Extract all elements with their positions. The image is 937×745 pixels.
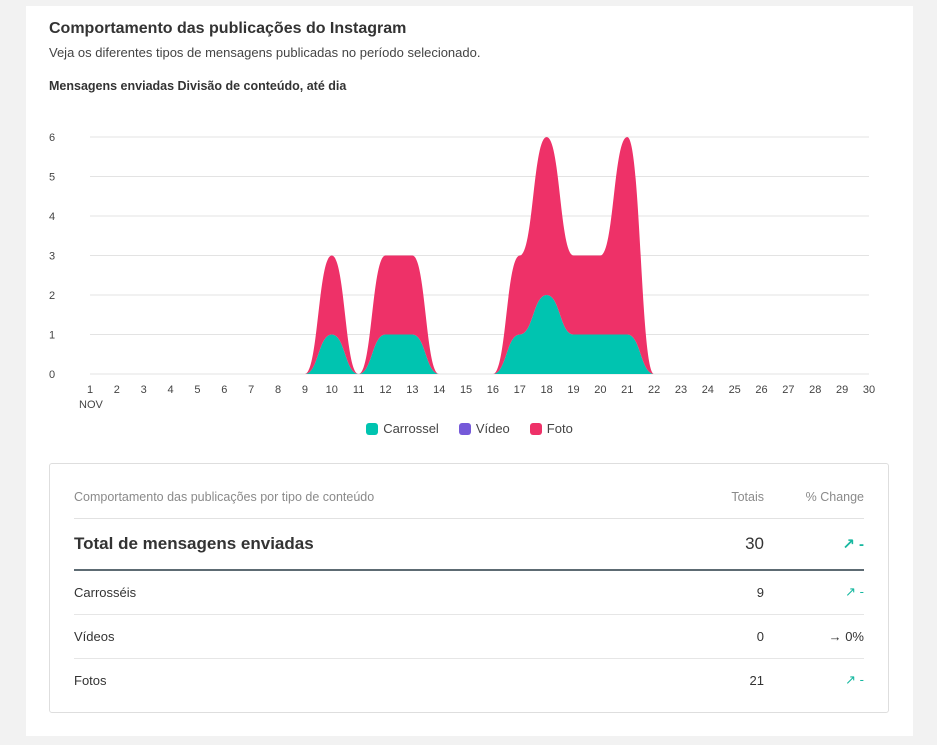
x-tick-label: 21: [621, 384, 633, 396]
y-tick-label: 5: [49, 172, 55, 184]
x-tick-label: 24: [702, 384, 714, 396]
row-change-videos: → 0%: [828, 628, 864, 644]
x-tick-label: 6: [221, 384, 227, 396]
x-month-label: NOV: [79, 399, 104, 411]
x-tick-label: 16: [487, 384, 499, 396]
x-tick-label: 7: [248, 384, 254, 396]
row-total-fotos: 21: [749, 672, 764, 688]
x-tick-label: 3: [141, 384, 147, 396]
x-tick-label: 27: [782, 384, 794, 396]
table-row: Vídeos 0 → 0%: [74, 614, 864, 659]
x-tick-label: 12: [379, 384, 391, 396]
x-tick-label: 5: [194, 384, 200, 396]
x-tick-label: 15: [460, 384, 472, 396]
y-tick-label: 0: [49, 369, 55, 381]
table-row: Fotos 21 ↗ -: [74, 658, 864, 702]
legend-swatch-carrossel: [366, 422, 379, 435]
instagram-publications-card: Comportamento das publicações do Instagr…: [26, 6, 913, 736]
x-tick-label: 4: [168, 384, 174, 396]
legend-label-foto: Foto: [546, 421, 573, 436]
total-label: Total de mensagens enviadas: [74, 534, 314, 553]
legend-swatch-video: [458, 422, 471, 435]
x-tick-label: 30: [863, 384, 875, 396]
x-tick-label: 19: [567, 384, 579, 396]
x-tick-label: 26: [755, 384, 767, 396]
chart-legend: Carrossel Vídeo Foto: [26, 421, 913, 436]
x-tick-label: 11: [353, 384, 364, 396]
row-total-carrosseis: 9: [756, 584, 764, 600]
card-subtitle: Veja os diferentes tipos de mensagens pu…: [49, 45, 481, 60]
x-tick-label: 14: [433, 384, 445, 396]
x-tick-label: 18: [541, 384, 553, 396]
x-tick-label: 9: [302, 384, 308, 396]
table-row: Carrosséis 9 ↗ -: [74, 570, 864, 615]
row-label-carrosseis: Carrosséis: [74, 584, 137, 600]
legend-item-carrossel[interactable]: Carrossel: [366, 421, 439, 436]
row-total-videos: 0: [756, 628, 764, 644]
x-tick-label: 1: [87, 384, 93, 396]
x-tick-label: 17: [514, 384, 526, 396]
table-header-label: Comportamento das publicações por tipo d…: [74, 490, 375, 504]
legend-label-video: Vídeo: [475, 421, 510, 436]
x-tick-label: 10: [326, 384, 338, 396]
x-tick-label: 28: [809, 384, 821, 396]
table-header-change: % Change: [805, 490, 864, 504]
y-tick-label: 4: [49, 211, 55, 223]
y-tick-label: 3: [49, 251, 55, 263]
total-change: ↗ -: [842, 536, 864, 553]
x-tick-label: 8: [275, 384, 281, 396]
row-label-videos: Vídeos: [74, 628, 115, 644]
row-change-fotos: ↗ -: [845, 672, 864, 687]
row-label-fotos: Fotos: [74, 672, 107, 688]
total-value: 30: [745, 534, 764, 553]
legend-label-carrossel: Carrossel: [383, 421, 439, 436]
legend-item-foto[interactable]: Foto: [529, 421, 573, 436]
x-tick-label: 13: [406, 384, 418, 396]
legend-swatch-foto: [529, 422, 542, 435]
card-title: Comportamento das publicações do Instagr…: [49, 20, 407, 37]
x-tick-label: 20: [594, 384, 606, 396]
y-tick-label: 2: [49, 290, 55, 302]
table-header: Comportamento das publicações por tipo d…: [74, 486, 864, 508]
x-tick-label: 2: [114, 384, 120, 396]
table-header-totals: Totais: [731, 490, 764, 504]
content-type-table: Comportamento das publicações por tipo d…: [49, 463, 889, 713]
x-tick-label: 25: [729, 384, 741, 396]
row-change-carrosseis: ↗ -: [845, 584, 864, 599]
x-tick-label: 22: [648, 384, 660, 396]
chart-heading: Mensagens enviadas Divisão de conteúdo, …: [49, 79, 347, 93]
table-row-total: Total de mensagens enviadas 30 ↗ -: [74, 518, 864, 571]
x-tick-label: 23: [675, 384, 687, 396]
legend-item-video[interactable]: Vídeo: [458, 421, 510, 436]
x-tick-label: 29: [836, 384, 848, 396]
y-tick-label: 6: [49, 132, 55, 144]
y-tick-label: 1: [49, 330, 55, 342]
